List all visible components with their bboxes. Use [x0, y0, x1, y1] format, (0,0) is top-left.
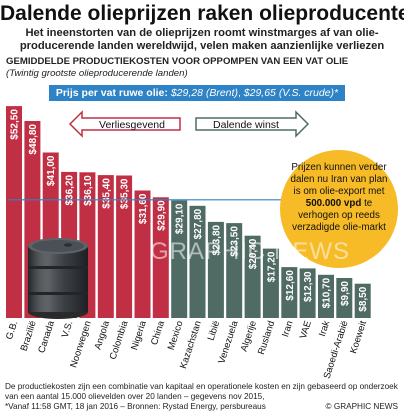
callout-part1: Prijzen kunnen verder dalen nu Iran van …	[290, 162, 388, 197]
bar-value-label: $52,50	[10, 109, 21, 140]
price-us: $29,65 (V.S. crude)*	[243, 87, 339, 99]
category-label: Brazilië	[19, 320, 39, 353]
bar-value-label: $8,50	[358, 286, 369, 311]
callout-text: Prijzen kunnen verder dalen nu Iran van …	[288, 162, 390, 234]
bar-nigeria	[134, 190, 151, 318]
bar-china	[152, 197, 169, 318]
category-label: G.B.	[4, 320, 20, 341]
page-title: Dalende olieprijzen raken olieproducente…	[0, 2, 404, 25]
price-box-label: Prijs per vat ruwe olie:	[55, 87, 168, 99]
bar-vae	[299, 268, 316, 318]
bar-g-b-	[6, 106, 22, 318]
category-label: Irak	[317, 319, 332, 338]
footnote-line1: De productiekosten zijn een combinatie v…	[5, 382, 398, 401]
bar-value-label: $35,30	[120, 178, 131, 209]
bar-rusland	[262, 248, 279, 318]
category-label: Algerije	[239, 320, 259, 354]
bar-colombia	[116, 175, 133, 318]
category-label: Libië	[206, 320, 223, 342]
bar-value-label: $10,70	[322, 277, 333, 308]
category-label: Koeweit	[348, 319, 369, 355]
loss-arrow: Verliesgevend	[68, 110, 181, 138]
profit-arrow: Dalende winst	[195, 110, 310, 138]
bar-value-label: $12,60	[285, 270, 296, 301]
bar-value-label: $23,50	[230, 226, 241, 257]
bar-value-label: $36,10	[83, 175, 94, 206]
bar-value-label: $31,60	[138, 193, 149, 224]
category-label: Angola	[93, 319, 113, 351]
bar-koeweit	[354, 283, 371, 318]
category-label: Mexico	[166, 320, 186, 352]
callout-bold: 500.000 vpd	[305, 198, 362, 209]
bar-value-label: $41,00	[46, 155, 57, 186]
credit: © GRAPHIC NEWS	[325, 402, 398, 411]
profit-arrow-label: Dalende winst	[213, 119, 279, 131]
bar-value-label: $17,20	[266, 251, 277, 282]
bar-algerije	[244, 235, 261, 318]
bar-mexico	[171, 200, 188, 318]
footnote-line2: *Vanaf 11:58 GMT, 18 jan 2016 – Bronnen:…	[5, 402, 266, 411]
loss-arrow-label: Verliesgevend	[99, 119, 165, 131]
bar-value-label: $12,30	[303, 271, 314, 302]
category-label: VAE	[298, 320, 314, 341]
section-title: GEMIDDELDE PRODUCTIEKOSTEN VOOR OPPOMPEN…	[6, 56, 349, 67]
callout-part2: te verhogen op reeds verzadigde olie-mar…	[292, 198, 386, 233]
category-label: China	[149, 319, 167, 347]
bar-iran	[281, 267, 298, 318]
bar-saoedi-arabi-	[336, 278, 353, 318]
footnote: De productiekosten zijn een combinatie v…	[5, 382, 401, 412]
bar-venezuela	[226, 223, 243, 318]
section-subtitle: (Twintig grootste olieproducerende lande…	[6, 68, 188, 79]
category-label: Iran	[280, 320, 296, 339]
bar-value-label: $29,10	[175, 203, 186, 234]
price-brent: $29,28 (Brent)	[170, 87, 238, 99]
bar-value-label: $36,20	[65, 174, 76, 205]
oil-barrel-icon	[28, 238, 88, 319]
bar-value-label: $48,80	[28, 124, 39, 155]
callout-circle	[280, 150, 398, 268]
bar-value-label: $29,90	[156, 200, 167, 231]
price-separator: ,	[237, 87, 241, 99]
category-label: Rusland	[256, 320, 277, 357]
bar-value-label: $20,40	[248, 238, 259, 269]
bar-kazachstan	[189, 205, 206, 318]
page-subtitle: Het ineenstorten van de olieprijzen room…	[19, 27, 385, 52]
category-label: V.S.	[60, 320, 76, 340]
bar-angola	[97, 175, 114, 318]
oil-price-box: Prijs per vat ruwe olie: $29,28 (Brent),…	[49, 85, 345, 101]
category-label: Canada	[36, 319, 57, 355]
bar-value-label: $27,80	[193, 208, 204, 239]
category-label: Nigeria	[129, 319, 149, 352]
bar-chart: $52,50 $48,80 $41,00 $36,20 $36,10 $35,40 $35,…	[4, 106, 372, 380]
bar-value-label: $9,90	[340, 281, 351, 306]
bar-libi-	[207, 221, 224, 318]
bar-value-label: $23,80	[211, 224, 222, 255]
bar-value-label: $35,40	[101, 178, 112, 209]
bar-irak	[318, 274, 334, 318]
